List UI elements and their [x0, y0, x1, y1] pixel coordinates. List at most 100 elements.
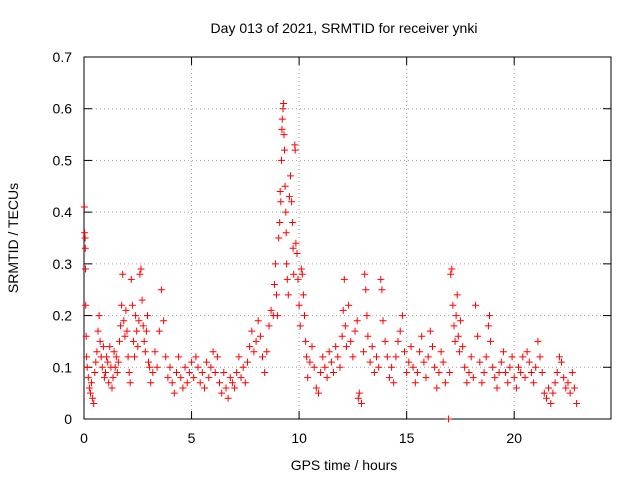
data-point — [153, 363, 161, 371]
data-point — [281, 146, 288, 154]
data-point — [259, 353, 266, 361]
data-point — [379, 317, 387, 325]
data-point — [394, 337, 402, 345]
data-point — [85, 384, 93, 392]
data-point — [289, 219, 297, 226]
data-point — [103, 353, 111, 361]
data-point — [418, 332, 426, 340]
data-point — [435, 369, 443, 376]
data-point — [375, 363, 383, 371]
data-point — [283, 260, 291, 268]
data-point — [273, 291, 280, 299]
data-point — [512, 384, 520, 392]
data-point — [497, 358, 505, 366]
data-point — [445, 415, 453, 423]
data-point — [504, 379, 512, 387]
data-point — [280, 131, 288, 139]
data-point — [510, 374, 518, 382]
data-point — [347, 337, 355, 345]
data-point — [126, 379, 134, 387]
data-point — [183, 379, 191, 387]
x-tick-label: 10 — [291, 430, 307, 446]
data-point — [196, 379, 204, 387]
data-point — [277, 198, 285, 206]
data-point — [205, 374, 213, 382]
data-point — [290, 270, 298, 278]
tick-labels: 0 0.1 0.2 0.3 0.4 0.5 0.6 0.7 0 5 10 15 20 — [53, 49, 523, 446]
data-point — [130, 337, 137, 345]
data-point — [534, 337, 542, 345]
data-point — [433, 384, 441, 392]
data-point — [502, 369, 510, 376]
x-axis-label: GPS time / hours — [291, 457, 398, 473]
data-point — [398, 312, 406, 320]
data-point — [83, 353, 91, 361]
data-point — [560, 374, 568, 382]
data-point — [175, 353, 183, 361]
data-point — [332, 343, 340, 351]
data-point — [420, 358, 428, 366]
data-point — [239, 363, 247, 371]
data-point — [525, 358, 533, 366]
data-point — [298, 270, 306, 278]
data-point — [146, 363, 154, 371]
data-point — [530, 379, 538, 387]
data-point — [358, 400, 365, 407]
data-point — [330, 369, 337, 376]
data-point — [515, 363, 522, 371]
data-point — [476, 358, 484, 366]
data-point — [113, 369, 121, 376]
data-point — [94, 327, 102, 335]
data-point — [114, 358, 122, 366]
grid-lines — [84, 57, 611, 419]
data-point — [170, 389, 178, 397]
data-point — [345, 301, 353, 309]
data-point — [451, 337, 459, 345]
data-point — [294, 275, 302, 283]
data-point — [325, 348, 333, 356]
x-tick-label: 15 — [399, 430, 415, 446]
data-point — [334, 353, 342, 361]
data-point — [111, 363, 119, 371]
data-point — [378, 286, 386, 294]
data-point — [323, 374, 331, 382]
data-point — [454, 332, 462, 340]
data-point — [136, 270, 144, 278]
data-point — [84, 374, 92, 382]
data-point — [138, 296, 146, 304]
data-point — [89, 394, 97, 402]
data-point — [349, 353, 357, 361]
data-point — [282, 229, 290, 237]
data-point — [568, 369, 576, 376]
data-point — [80, 203, 88, 211]
data-point — [306, 358, 314, 366]
data-point — [551, 379, 559, 387]
data-point — [271, 260, 279, 268]
y-axis-label: SRMTID / TECUs — [5, 183, 21, 293]
data-point — [293, 250, 301, 257]
data-point — [140, 337, 148, 345]
data-point — [285, 193, 293, 201]
data-point — [83, 363, 91, 371]
data-point — [456, 317, 464, 325]
data-point — [275, 234, 283, 242]
data-point — [185, 369, 193, 376]
data-point — [108, 384, 116, 392]
data-point — [486, 312, 493, 320]
data-point — [521, 374, 529, 382]
data-point — [235, 353, 243, 361]
data-point — [465, 369, 473, 376]
data-point — [82, 332, 90, 340]
data-point — [336, 363, 344, 371]
data-point — [127, 275, 135, 283]
data-point — [303, 353, 311, 361]
data-point — [270, 281, 278, 288]
data-point — [91, 369, 99, 376]
data-point — [216, 379, 223, 387]
chart-title: Day 013 of 2021, SRMTID for receiver ynk… — [211, 20, 478, 36]
data-point — [566, 389, 574, 397]
data-point — [422, 374, 430, 382]
data-point — [231, 384, 239, 392]
data-point — [449, 301, 457, 309]
data-point — [289, 244, 297, 252]
